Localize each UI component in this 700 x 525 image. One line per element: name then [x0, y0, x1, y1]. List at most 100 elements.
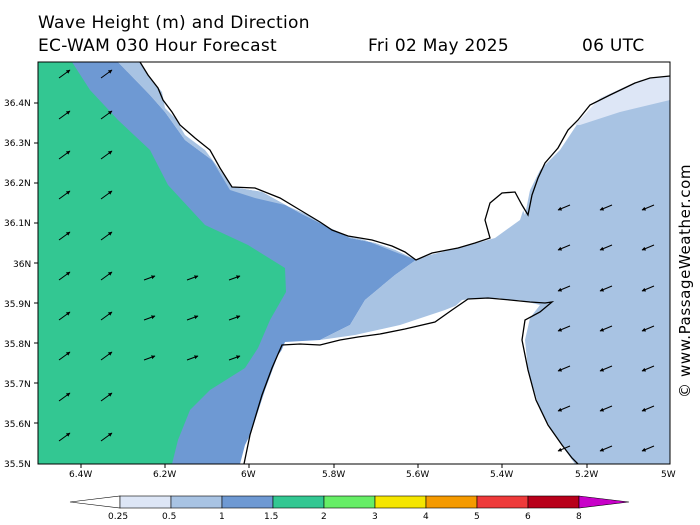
lon-label: 5.8W [322, 470, 345, 480]
legend-swatch [374, 495, 427, 509]
legend-label: 2 [321, 512, 327, 522]
legend-swatch [578, 495, 630, 509]
wave-arrow [100, 311, 113, 321]
wave-arrow [58, 271, 71, 281]
legend-label: 3 [372, 512, 378, 522]
legend-label: 0.25 [108, 512, 128, 522]
wave-arrow [228, 355, 241, 361]
legend-swatch [69, 495, 121, 509]
coastal-lighter-zone-north [118, 62, 416, 260]
wave-arrow [599, 285, 613, 292]
wave-arrow [641, 325, 655, 332]
wave-arrow [100, 271, 113, 281]
wave-arrow [186, 275, 199, 281]
wave-arrow [599, 244, 613, 251]
strait-light-zone [320, 78, 670, 464]
wave-arrow [641, 285, 655, 292]
high-wave-zone [38, 62, 286, 464]
legend-swatch [425, 495, 478, 509]
wave-arrow [186, 355, 199, 361]
wave-arrow [641, 445, 655, 452]
map-title: Wave Height (m) and Direction [38, 13, 310, 33]
forecast-date: Fri 02 May 2025 [368, 36, 510, 56]
wave-arrow [557, 204, 571, 211]
legend-label: 5 [474, 512, 480, 522]
wave-arrow [58, 110, 71, 120]
wave-arrow [58, 190, 71, 200]
wave-arrow [58, 231, 71, 241]
wave-arrow [143, 275, 156, 281]
wave-arrow [641, 244, 655, 251]
watermark: © www.PassageWeather.com [676, 163, 694, 398]
wave-arrow [599, 405, 613, 412]
wave-arrow [100, 392, 113, 402]
wave-arrow [557, 365, 571, 372]
wave-arrow [100, 351, 113, 361]
wave-arrow [557, 405, 571, 412]
wave-arrow [58, 311, 71, 321]
wave-arrow [143, 315, 156, 321]
spain-coastline [139, 62, 670, 261]
axis-ticks [34, 102, 588, 468]
wave-height-legend: 0.25 0.5 1 1.5 2 3 4 5 6 8 [69, 495, 630, 522]
wave-arrow [100, 150, 113, 160]
wave-arrow [641, 204, 655, 211]
wave-arrow [599, 365, 613, 372]
wave-arrow [641, 365, 655, 372]
lat-label: 36.2N [4, 179, 31, 189]
legend-swatch [170, 495, 223, 509]
legend-swatch [476, 495, 529, 509]
wave-arrow [58, 69, 71, 79]
legend-label: 1 [219, 512, 225, 522]
wave-arrow [557, 244, 571, 251]
wave-arrow [186, 315, 199, 321]
lat-label: 36.4N [4, 99, 31, 109]
legend-label: 1.5 [264, 512, 278, 522]
longitude-axis: 6.4W 6.2W 6W 5.8W 5.6W 5.4W 5.2W 5W [69, 470, 676, 480]
lon-label: 6.4W [69, 470, 92, 480]
legend-swatch [323, 495, 376, 509]
wave-direction-arrows [58, 69, 655, 452]
spain-coast-land [140, 62, 670, 260]
lat-label: 35.8N [4, 340, 31, 350]
lon-label: 6W [241, 470, 256, 480]
forecast-time: 06 UTC [582, 36, 645, 56]
wave-arrow [599, 204, 613, 211]
wave-arrow [228, 315, 241, 321]
lon-label: 5.4W [490, 470, 513, 480]
wave-arrow [599, 445, 613, 452]
wave-arrow [641, 405, 655, 412]
wave-arrow [58, 432, 71, 442]
lat-label: 35.9N [4, 300, 31, 310]
wave-arrow [100, 69, 113, 79]
lat-label: 35.5N [4, 460, 31, 470]
legend-swatch [272, 495, 325, 509]
wave-arrow [143, 355, 156, 361]
mediterranean-light-zone [570, 76, 670, 125]
legend-label: 4 [423, 512, 429, 522]
legend-swatch [527, 495, 580, 509]
wave-arrow [228, 275, 241, 281]
lon-label: 5.2W [575, 470, 598, 480]
lon-label: 6.2W [153, 470, 176, 480]
morocco-coast-land [244, 298, 575, 464]
wave-arrow [599, 325, 613, 332]
latitude-axis: 36.4N 36.3N 36.2N 36.1N 36N 35.9N 35.8N … [4, 99, 31, 470]
wave-arrow [557, 325, 571, 332]
lon-label: 5.6W [406, 470, 429, 480]
wave-arrow [58, 351, 71, 361]
wave-arrow [100, 231, 113, 241]
morocco-coastline [243, 297, 579, 464]
wave-arrow [557, 285, 571, 292]
legend-swatch [221, 495, 274, 509]
lat-label: 35.6N [4, 420, 31, 430]
legend-swatch [119, 495, 172, 509]
lat-label: 36N [13, 260, 31, 270]
lon-label: 5W [661, 470, 676, 480]
legend-label: 8 [576, 512, 582, 522]
wave-arrow [557, 445, 571, 452]
lat-label: 36.1N [4, 219, 31, 229]
forecast-model: EC-WAM 030 Hour Forecast [38, 36, 277, 56]
lat-label: 36.3N [4, 139, 31, 149]
